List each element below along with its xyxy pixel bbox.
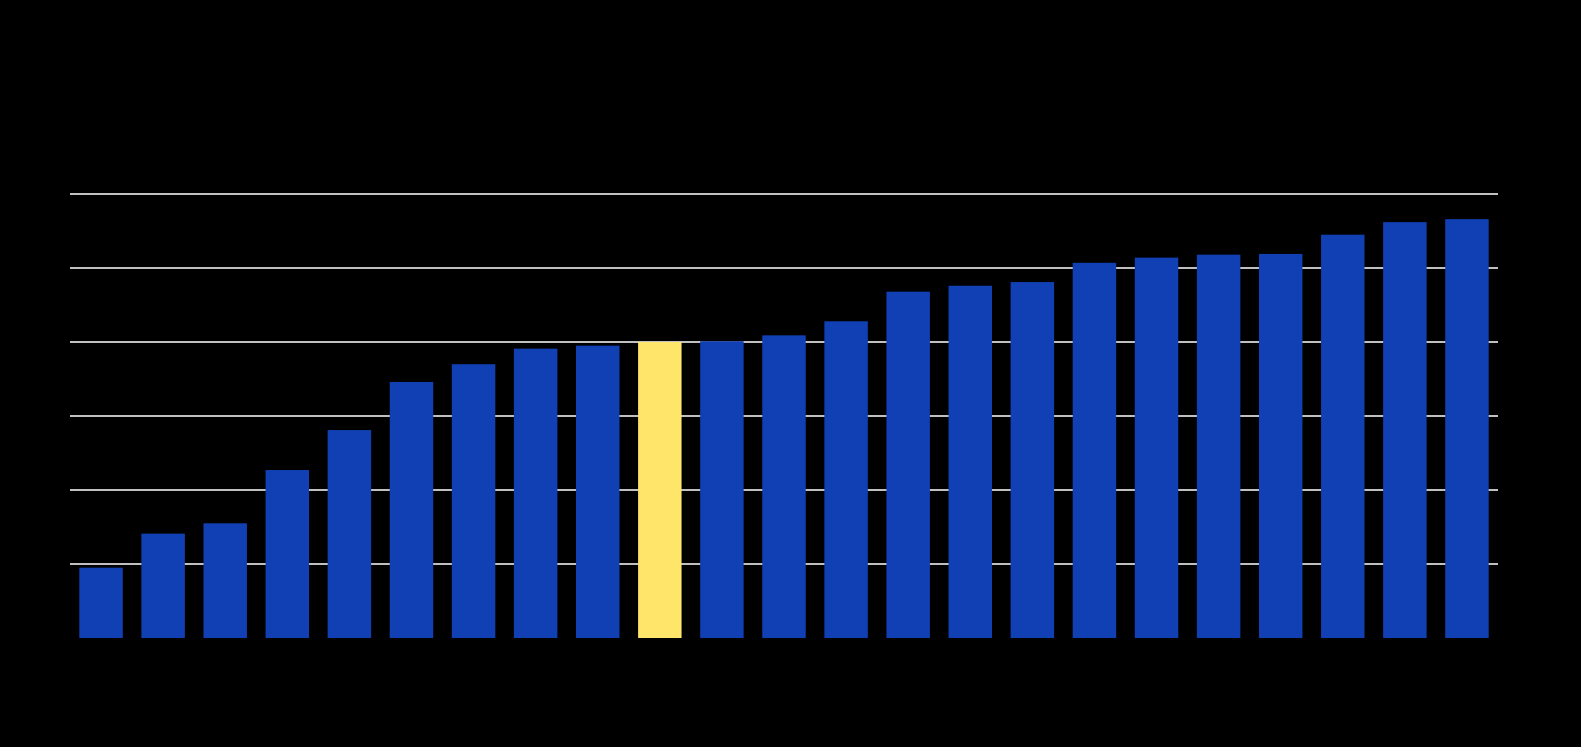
bar [700, 341, 744, 638]
bar [824, 321, 868, 638]
bar [265, 470, 310, 638]
bar [203, 523, 247, 638]
bar [1072, 262, 1117, 638]
bar [1134, 257, 1179, 638]
bar [1321, 234, 1365, 638]
bar [948, 285, 992, 638]
bar [451, 364, 496, 638]
bar [389, 381, 434, 638]
bar [886, 291, 930, 638]
bar [327, 430, 372, 638]
bar [762, 335, 806, 638]
bar [1010, 282, 1055, 638]
bar [1196, 254, 1241, 638]
bar [1258, 253, 1303, 638]
bar [1445, 219, 1489, 638]
bar [1383, 222, 1427, 638]
bar [79, 567, 123, 638]
bar [141, 533, 185, 638]
bar [638, 342, 682, 638]
bar [576, 345, 620, 638]
bar [513, 348, 558, 638]
